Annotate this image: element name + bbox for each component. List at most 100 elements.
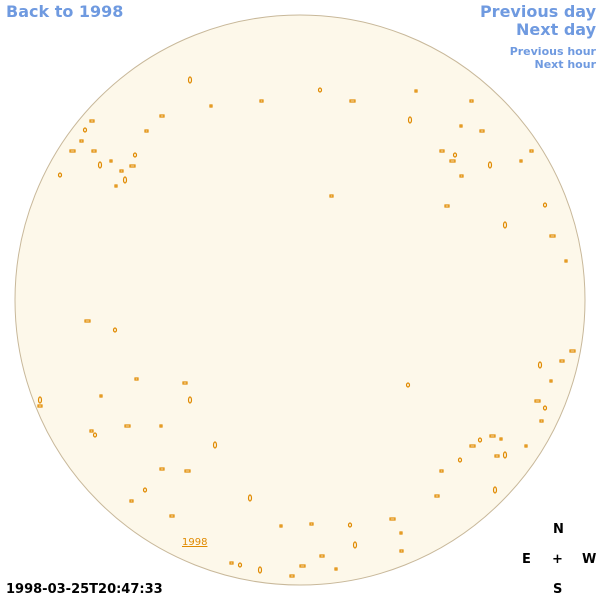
feature-contour — [114, 184, 118, 188]
feature-contour — [529, 149, 534, 153]
feature-contour — [317, 87, 323, 93]
feature-contour — [79, 139, 84, 143]
feature-contour — [414, 89, 418, 93]
feature-contour — [549, 379, 553, 383]
feature-contour — [542, 202, 548, 208]
feature-contour — [257, 566, 263, 574]
feature-contour — [477, 437, 483, 443]
feature-contour — [37, 396, 43, 404]
feature-contour — [469, 99, 474, 103]
feature-contour — [534, 399, 541, 403]
feature-contour — [159, 467, 165, 471]
feature-contour — [492, 486, 498, 494]
feature-contour — [469, 444, 476, 448]
feature-contour — [559, 359, 565, 363]
feature-contour — [564, 259, 568, 263]
feature-contour — [569, 349, 576, 353]
feature-contour — [159, 114, 165, 118]
previous-day-link[interactable]: Previous day — [479, 2, 596, 21]
feature-contour — [37, 404, 43, 408]
feature-contours — [37, 76, 576, 578]
feature-contour — [487, 161, 493, 169]
feature-contour — [209, 104, 213, 108]
feature-contour — [309, 522, 314, 526]
feature-contour — [247, 494, 253, 502]
feature-contour — [89, 119, 95, 123]
feature-contour — [439, 469, 444, 473]
feature-contour — [122, 176, 128, 184]
feature-contour — [407, 116, 413, 124]
feature-contour — [119, 169, 124, 173]
feature-contour — [212, 441, 218, 449]
compass-center: + — [552, 552, 563, 567]
feature-contour — [182, 381, 188, 385]
feature-contour — [542, 405, 548, 411]
feature-contour — [494, 454, 500, 458]
feature-contour — [479, 129, 485, 133]
feature-contour — [99, 394, 103, 398]
feature-contour — [499, 437, 503, 441]
feature-contour — [329, 194, 334, 198]
feature-contour — [229, 561, 234, 565]
feature-contour — [489, 434, 496, 438]
feature-contour — [539, 419, 544, 423]
feature-contour — [519, 159, 523, 163]
feature-contour — [502, 221, 508, 229]
feature-contour — [82, 127, 88, 133]
feature-contour — [89, 429, 94, 433]
feature-contour — [69, 149, 76, 153]
disk-year-label[interactable]: 1998 — [182, 537, 208, 548]
feature-contour — [124, 424, 131, 428]
back-year-link[interactable]: Back to 1998 — [6, 2, 124, 21]
feature-contour — [299, 564, 306, 568]
feature-contour — [405, 382, 411, 388]
feature-contour — [452, 152, 458, 158]
feature-contour — [439, 149, 445, 153]
next-day-link[interactable]: Next day — [516, 20, 596, 39]
feature-contour — [57, 172, 63, 178]
feature-contour — [132, 152, 138, 158]
feature-contour — [129, 499, 134, 503]
feature-contour — [279, 524, 283, 528]
compass-south: S — [553, 582, 563, 597]
feature-contour — [444, 204, 450, 208]
feature-contour — [237, 562, 243, 568]
feature-contour — [84, 319, 91, 323]
feature-contour — [97, 161, 103, 169]
compass-west: W — [582, 552, 597, 567]
feature-contour — [457, 457, 463, 463]
compass-north: N — [553, 522, 564, 537]
feature-contour — [347, 522, 353, 528]
feature-contour — [319, 554, 325, 558]
feature-contour — [184, 469, 191, 473]
feature-contour — [92, 432, 98, 438]
feature-contour — [524, 444, 528, 448]
next-hour-link[interactable]: Next hour — [534, 58, 597, 71]
feature-contour — [109, 159, 113, 163]
compass-east: E — [522, 552, 531, 567]
feature-contour — [349, 99, 356, 103]
feature-contour — [459, 174, 464, 178]
timestamp: 1998-03-25T20:47:33 — [6, 582, 163, 597]
feature-contour — [169, 514, 175, 518]
feature-contour — [289, 574, 295, 578]
previous-hour-link[interactable]: Previous hour — [509, 45, 596, 58]
solar-disk — [14, 14, 586, 586]
feature-contour — [187, 76, 193, 84]
feature-contour — [537, 361, 543, 369]
feature-contour — [112, 327, 118, 333]
feature-contour — [399, 549, 404, 553]
feature-contour — [459, 124, 463, 128]
feature-contour — [259, 99, 264, 103]
feature-contour — [187, 396, 193, 404]
feature-contour — [502, 451, 508, 459]
feature-contour — [352, 541, 358, 549]
feature-contour — [549, 234, 556, 238]
feature-contour — [399, 531, 403, 535]
feature-contour — [389, 517, 396, 521]
feature-contour — [159, 424, 163, 428]
feature-contour — [434, 494, 440, 498]
feature-contour — [449, 159, 456, 163]
